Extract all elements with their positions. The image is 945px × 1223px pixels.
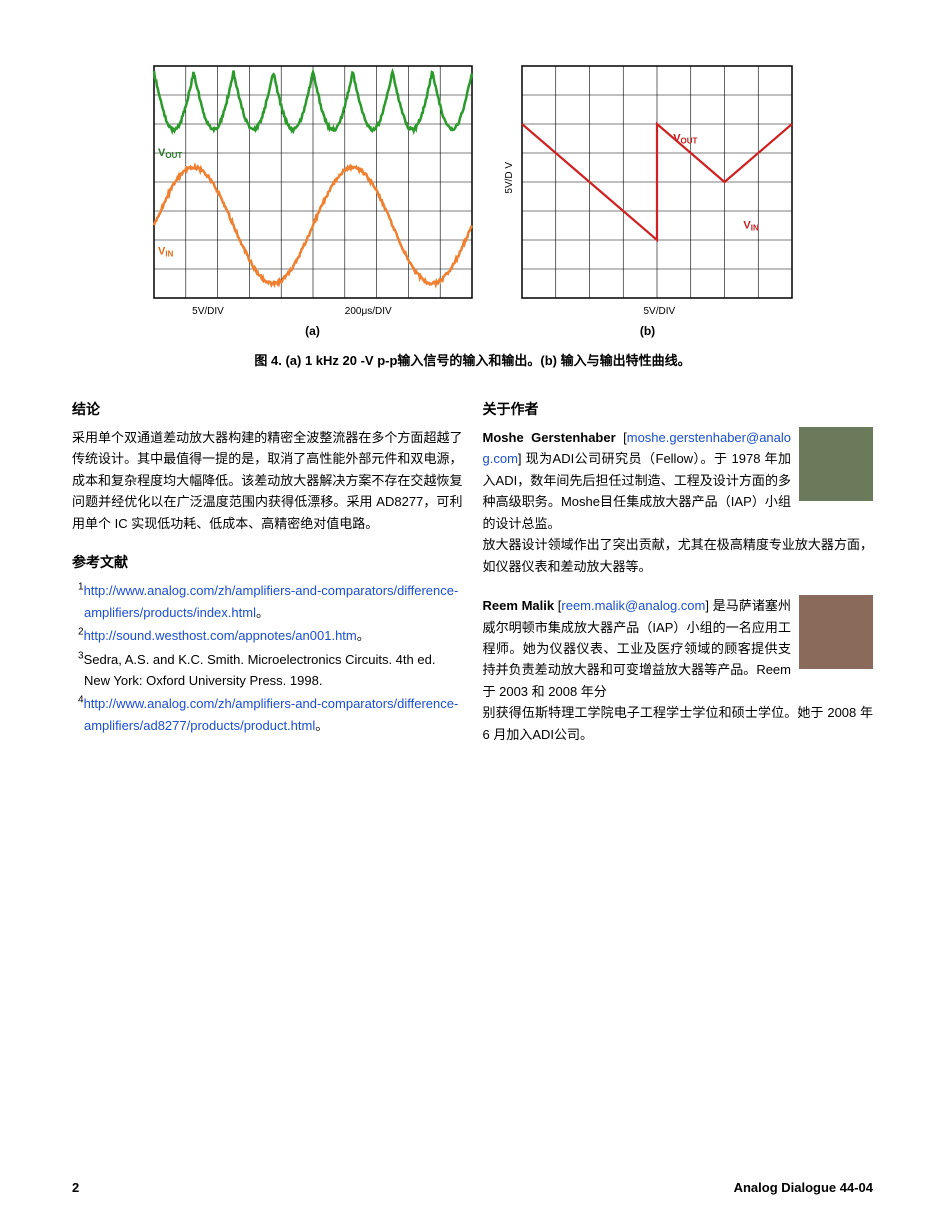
authors-container: Moshe Gerstenhaber [moshe.gerstenhaber@a… xyxy=(483,427,874,745)
figure-4: VOUTVIN5V/DIV200μs/DIV (a) VOUTVIN5V/D V… xyxy=(72,60,873,338)
references-heading: 参考文献 xyxy=(72,552,463,572)
reference-link[interactable]: http://www.analog.com/zh/amplifiers-and-… xyxy=(84,696,459,732)
reference-item: 3Sedra, A.S. and K.C. Smith. Microelectr… xyxy=(72,649,463,692)
reference-link[interactable]: http://sound.westhost.com/appnotes/an001… xyxy=(84,628,357,643)
references-list: 1http://www.analog.com/zh/amplifiers-and… xyxy=(72,580,463,736)
figure-caption: 图 4. (a) 1 kHz 20 -V p-p输入信号的输入和输出。(b) 输… xyxy=(72,350,873,369)
svg-text:5V/D V: 5V/D V xyxy=(504,162,515,194)
svg-text:5V/DIV: 5V/DIV xyxy=(192,306,224,317)
author-photo xyxy=(799,427,873,501)
left-column: 结论 采用单个双通道差动放大器构建的精密全波整流器在多个方面超越了传统设计。其中… xyxy=(72,399,463,763)
chart-a-sublabel: (a) xyxy=(305,324,320,338)
author-block: Reem Malik [reem.malik@analog.com] 是马萨诸塞… xyxy=(483,595,874,745)
author-email-link[interactable]: reem.malik@analog.com xyxy=(561,598,705,613)
author-block: Moshe Gerstenhaber [moshe.gerstenhaber@a… xyxy=(483,427,874,577)
author-photo xyxy=(799,595,873,669)
author-bio: 是马萨诸塞州威尔明顿市集成放大器产品（IAP）小组的一名应用工程师。她为仪器仪表… xyxy=(483,598,792,699)
chart-b-sublabel: (b) xyxy=(640,324,655,338)
author-name: Reem Malik xyxy=(483,598,555,613)
chart-b-box: VOUTVIN5V/D V5V/DIV (b) xyxy=(498,60,798,338)
conclusion-heading: 结论 xyxy=(72,399,463,419)
svg-text:200μs/DIV: 200μs/DIV xyxy=(344,306,391,317)
author-heading: 关于作者 xyxy=(483,399,874,419)
chart-a-box: VOUTVIN5V/DIV200μs/DIV (a) xyxy=(148,60,478,338)
reference-item: 2http://sound.westhost.com/appnotes/an00… xyxy=(72,625,463,646)
author-bio-after: 放大器设计领域作出了突出贡献，尤其在极高精度专业放大器方面，如仪器仪表和差动放大… xyxy=(483,537,874,573)
page-footer: 2 Analog Dialogue 44-04 xyxy=(72,1180,873,1195)
page-number: 2 xyxy=(72,1180,79,1195)
svg-text:5V/DIV: 5V/DIV xyxy=(643,306,675,317)
publication-name: Analog Dialogue 44-04 xyxy=(734,1180,873,1195)
chart-b: VOUTVIN5V/D V5V/DIV xyxy=(498,60,798,320)
chart-a: VOUTVIN5V/DIV200μs/DIV xyxy=(148,60,478,320)
reference-item: 1http://www.analog.com/zh/amplifiers-and… xyxy=(72,580,463,623)
reference-item: 4http://www.analog.com/zh/amplifiers-and… xyxy=(72,693,463,736)
author-bio-after: 别获得伍斯特理工学院电子工程学士学位和硕士学位。她于 2008 年 6 月加入A… xyxy=(483,705,874,741)
author-bio: 现为ADI公司研究员（Fellow）。于 1978 年加入ADI，数年间先后担任… xyxy=(483,451,792,530)
author-name: Moshe Gerstenhaber xyxy=(483,430,616,445)
text-columns: 结论 采用单个双通道差动放大器构建的精密全波整流器在多个方面超越了传统设计。其中… xyxy=(72,399,873,763)
right-column: 关于作者 Moshe Gerstenhaber [moshe.gerstenha… xyxy=(483,399,874,763)
conclusion-text: 采用单个双通道差动放大器构建的精密全波整流器在多个方面超越了传统设计。其中最值得… xyxy=(72,427,463,534)
reference-link[interactable]: http://www.analog.com/zh/amplifiers-and-… xyxy=(84,583,459,619)
